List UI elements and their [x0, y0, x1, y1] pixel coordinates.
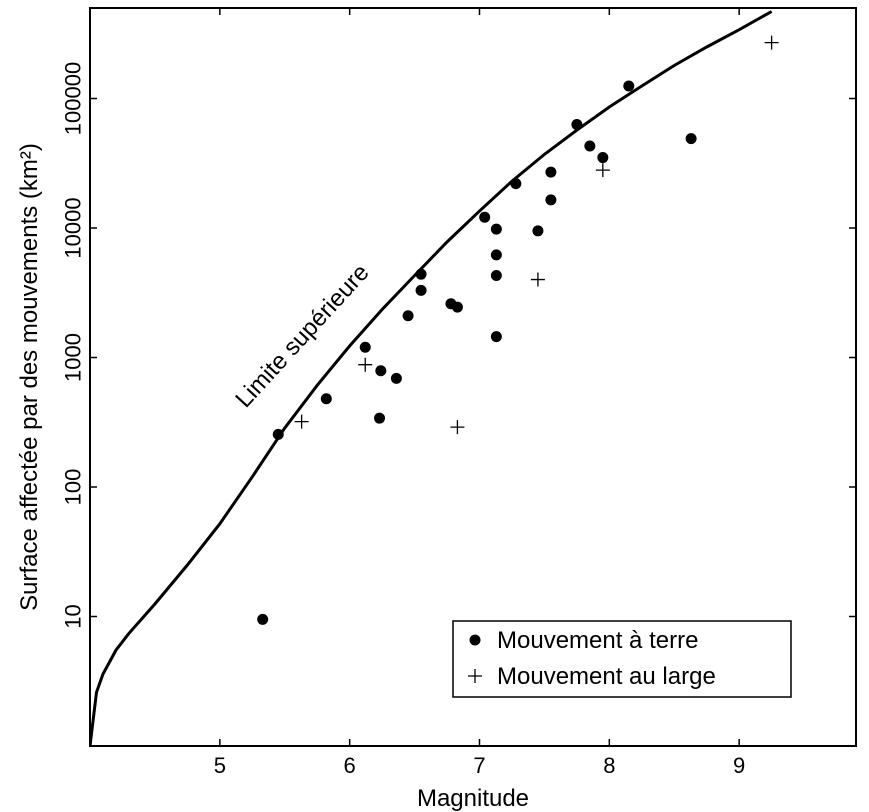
y-tick-label: 10: [61, 604, 86, 628]
x-tick-label: 8: [603, 753, 615, 778]
axis-ticks: 5 6 7 8 9 10 100 1000 10000 100000: [61, 8, 856, 778]
y-tick-label: 100000: [61, 62, 86, 135]
offshore-point: [294, 414, 309, 429]
x-tick-label: 7: [473, 753, 485, 778]
onshore-point: [597, 152, 609, 164]
offshore-point: [450, 420, 465, 435]
legend-offshore-label: Mouvement au large: [497, 663, 716, 690]
x-tick-label: 5: [214, 753, 226, 778]
offshore-point: [764, 35, 779, 50]
upper-limit-curve: [90, 10, 773, 746]
onshore-point: [584, 140, 596, 152]
legend-plus-marker: [468, 669, 482, 683]
legend-box: [452, 620, 792, 698]
onshore-point: [451, 301, 463, 313]
points-layer: [257, 35, 779, 625]
x-tick-label: 9: [733, 753, 745, 778]
onshore-point: [415, 268, 427, 280]
onshore-point: [479, 211, 491, 223]
onshore-point: [510, 178, 522, 190]
onshore-point: [402, 310, 414, 322]
legend: Mouvement à terre Mouvement au large: [452, 620, 792, 698]
onshore-point: [320, 393, 332, 405]
y-tick-label: 100: [61, 469, 86, 506]
curve-label: Limite supérieure: [230, 259, 374, 413]
upper-limit-layer: [90, 10, 773, 746]
onshore-point: [490, 249, 502, 261]
y-tick-label: 10000: [61, 197, 86, 258]
onshore-point: [272, 428, 284, 440]
offshore-point: [358, 357, 373, 372]
onshore-point: [490, 331, 502, 343]
onshore-point: [545, 166, 557, 178]
onshore-point: [359, 341, 371, 353]
onshore-point: [415, 284, 427, 296]
y-axis-label: Surface affectée par des mouvements (km²…: [16, 143, 43, 611]
onshore-point: [490, 269, 502, 281]
x-tick-label: 6: [344, 753, 356, 778]
onshore-point: [623, 80, 635, 92]
y-tick-label: 1000: [61, 333, 86, 382]
onshore-point: [571, 118, 583, 130]
onshore-point: [374, 412, 386, 424]
onshore-point: [390, 372, 402, 384]
onshore-point: [545, 194, 557, 206]
onshore-point: [685, 133, 697, 145]
offshore-point: [595, 163, 610, 178]
onshore-point: [257, 613, 269, 625]
plot-frame: [89, 7, 857, 747]
legend-onshore-label: Mouvement à terre: [497, 627, 698, 654]
onshore-point: [490, 223, 502, 235]
x-axis-label: Magnitude: [417, 785, 529, 812]
legend-dot-marker: [469, 634, 481, 646]
onshore-point: [532, 225, 544, 237]
offshore-point: [530, 272, 545, 287]
onshore-point: [375, 365, 387, 377]
